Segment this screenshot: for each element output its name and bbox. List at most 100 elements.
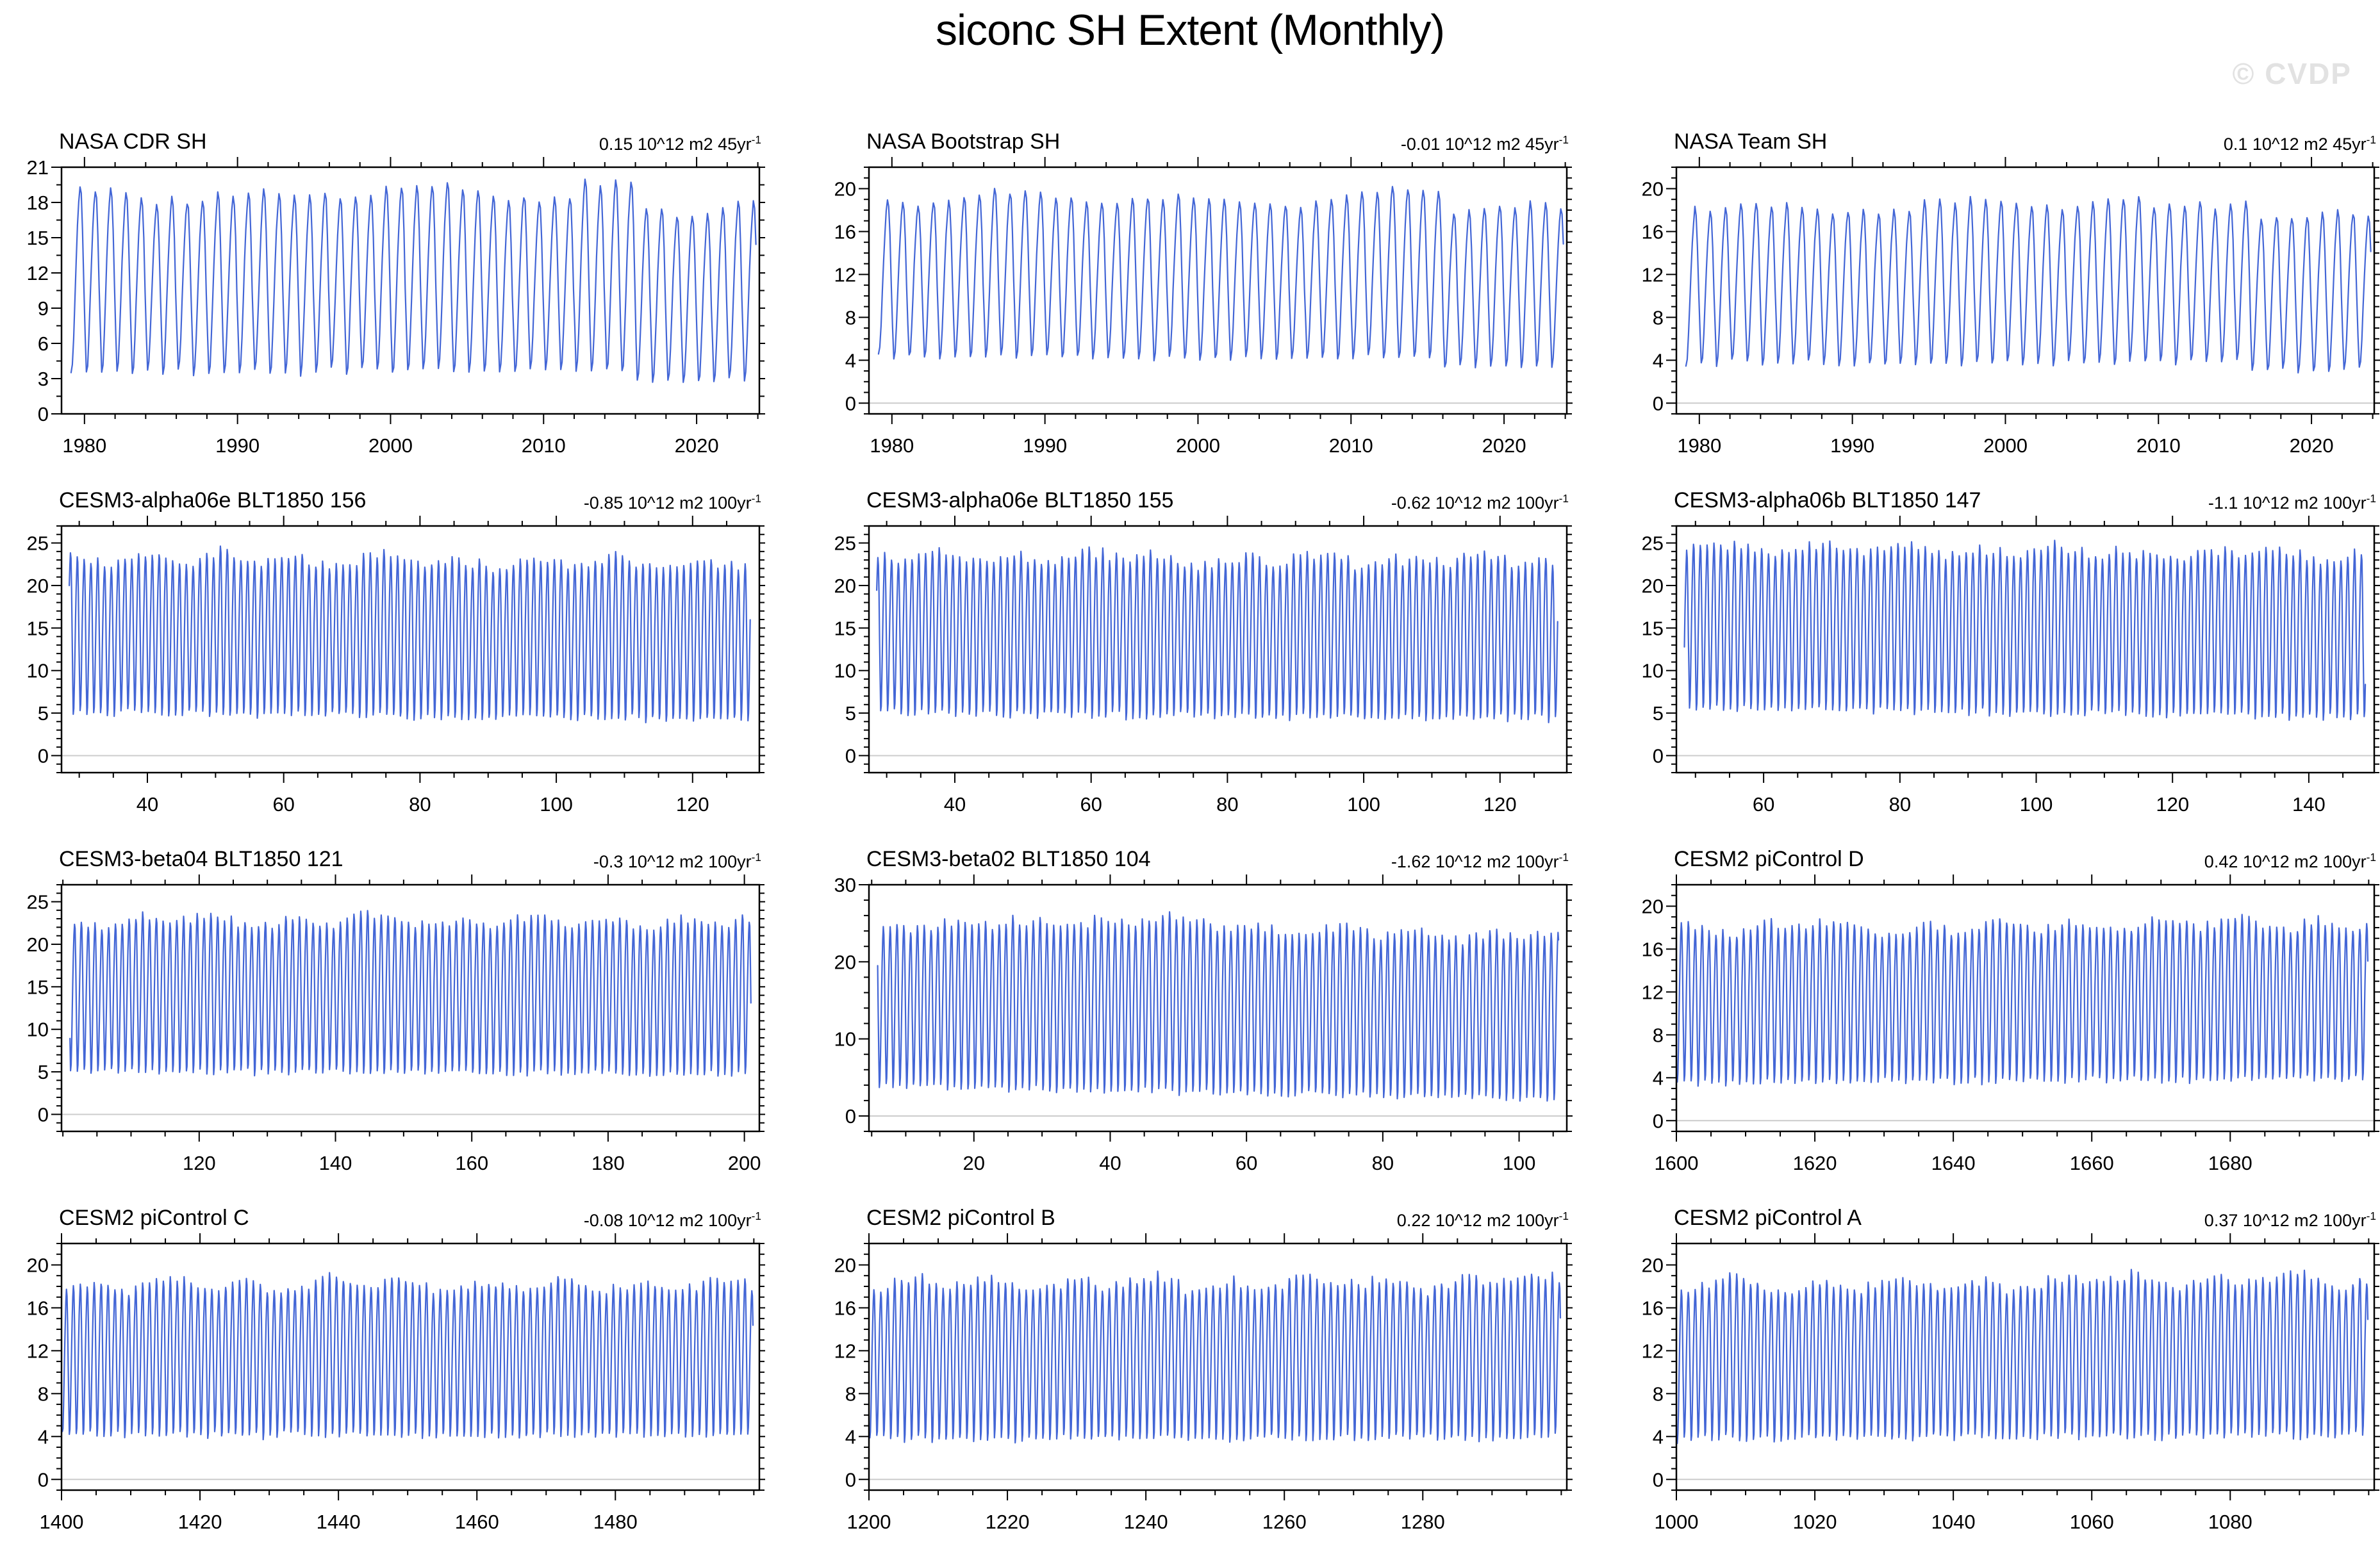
trend-exponent: -1 <box>751 492 761 505</box>
plot-frame <box>1675 883 2376 1133</box>
trend-value-text: -1.62 10^12 m2 100yr <box>1391 852 1559 871</box>
panel-header: CESM2 piControl D 0.42 10^12 m2 100yr-1 <box>1634 836 2380 874</box>
y-axis-tick-label: 16 <box>1642 938 1664 960</box>
x-axis-tick-label: 1990 <box>1830 434 1874 457</box>
x-axis-tick-label: 120 <box>1483 793 1517 816</box>
y-axis-tick-label: 5 <box>1653 702 1664 725</box>
panel-header: CESM3-beta04 BLT1850 121 -0.3 10^12 m2 10… <box>19 836 765 874</box>
plot-frame <box>60 1242 761 1491</box>
trend-exponent: -1 <box>2366 1210 2376 1222</box>
y-axis-tick-label: 10 <box>27 660 49 682</box>
data-series-line <box>1676 1268 2369 1445</box>
y-axis-tick-label: 20 <box>27 575 49 597</box>
data-series-line <box>62 1272 754 1441</box>
x-axis-tick-label: 1990 <box>1023 434 1067 457</box>
trend-exponent: -1 <box>2366 492 2376 505</box>
panel-header: CESM3-alpha06e BLT1850 155 -0.62 10^12 m2… <box>827 477 1573 516</box>
x-axis-tick-label: 140 <box>2292 793 2326 816</box>
panel-title: NASA Bootstrap SH <box>866 129 1061 154</box>
y-axis-tick-label: 0 <box>845 392 856 414</box>
panel-trend-label: 0.42 10^12 m2 100yr-1 <box>2204 851 2376 872</box>
panel-title: CESM2 piControl C <box>59 1206 249 1230</box>
axis-ticks <box>859 516 1573 783</box>
data-series-line <box>69 910 752 1077</box>
x-axis-tick-label: 1240 <box>1124 1511 1168 1533</box>
chart-panel: CESM3-beta04 BLT1850 121 -0.3 10^12 m2 10… <box>19 836 765 1192</box>
x-axis-tick-label: 120 <box>2156 793 2189 816</box>
y-axis-tick-label: 4 <box>1653 1067 1664 1089</box>
x-axis-tick-label: 2020 <box>675 434 719 457</box>
y-axis-tick-label: 5 <box>38 1061 49 1083</box>
x-axis-tick-label: 120 <box>183 1152 216 1174</box>
trend-value-text: 0.15 10^12 m2 45yr <box>599 135 752 154</box>
panel-header: NASA Bootstrap SH -0.01 10^12 m2 45yr-1 <box>827 119 1573 157</box>
plot-frame <box>1675 166 2376 415</box>
chart-panel: NASA Bootstrap SH -0.01 10^12 m2 45yr-1 19… <box>827 119 1573 475</box>
plot-frame <box>60 883 761 1133</box>
y-axis-tick-label: 5 <box>845 702 856 725</box>
x-axis-tick-label: 1680 <box>2208 1152 2252 1174</box>
panel-header: CESM2 piControl A 0.37 10^12 m2 100yr-1 <box>1634 1195 2380 1233</box>
trend-exponent: -1 <box>751 851 761 864</box>
x-axis-tick-label: 1000 <box>1655 1511 1699 1533</box>
x-axis-tick-label: 1260 <box>1262 1511 1307 1533</box>
trend-value-text: -0.62 10^12 m2 100yr <box>1391 493 1559 513</box>
trend-exponent: -1 <box>1558 492 1569 505</box>
axis-ticks <box>859 157 1573 424</box>
y-axis-tick-label: 18 <box>27 192 49 214</box>
x-axis-tick-label: 100 <box>2020 793 2053 816</box>
data-series-line <box>70 178 757 383</box>
y-axis-tick-label: 3 <box>38 368 49 390</box>
y-axis-tick-label: 0 <box>845 1468 856 1491</box>
data-series-line <box>1683 539 2367 721</box>
panel-title: CESM2 piControl B <box>866 1206 1055 1230</box>
trend-value-text: -1.1 10^12 m2 100yr <box>2208 493 2367 513</box>
panel-trend-label: -0.62 10^12 m2 100yr-1 <box>1391 492 1569 513</box>
y-axis-tick-label: 16 <box>27 1297 49 1319</box>
x-axis-tick-label: 60 <box>1235 1152 1257 1174</box>
plot-frame <box>1675 1242 2376 1491</box>
x-axis-tick-label: 100 <box>1503 1152 1536 1174</box>
y-axis-tick-label: 12 <box>834 1340 856 1362</box>
plot-frame <box>868 883 1568 1133</box>
chart-panel: CESM2 piControl A 0.37 10^12 m2 100yr-1 10… <box>1634 1195 2380 1551</box>
x-axis-tick-label: 40 <box>944 793 966 816</box>
panel-trend-label: 0.37 10^12 m2 100yr-1 <box>2204 1210 2376 1231</box>
y-axis-tick-label: 20 <box>834 1254 856 1276</box>
plot-frame <box>1675 525 2376 774</box>
y-axis-tick-label: 0 <box>845 744 856 767</box>
plot-frame <box>868 166 1568 415</box>
x-axis-tick-label: 80 <box>1216 793 1238 816</box>
trend-value-text: -0.85 10^12 m2 100yr <box>583 493 752 513</box>
y-axis-tick-label: 4 <box>38 1425 49 1448</box>
y-axis-tick-label: 9 <box>38 297 49 320</box>
plot-frame <box>60 166 761 415</box>
x-axis-tick-label: 200 <box>728 1152 761 1174</box>
y-axis-tick-label: 20 <box>834 575 856 597</box>
panel-header: NASA CDR SH 0.15 10^12 m2 45yr-1 <box>19 119 765 157</box>
trend-value-text: -0.01 10^12 m2 45yr <box>1400 135 1559 154</box>
chart-plot: 1400 1420 1440 1460 1480 0 4 8 12 16 20 <box>27 1233 765 1533</box>
x-axis-tick-label: 1440 <box>317 1511 361 1533</box>
chart-plot: 40 60 80 100 120 0 5 10 15 20 25 <box>834 516 1573 816</box>
panel-title: CESM3-alpha06b BLT1850 147 <box>1674 488 1981 513</box>
y-axis-tick-label: 12 <box>1642 1340 1664 1362</box>
x-axis-tick-label: 1200 <box>847 1511 891 1533</box>
x-axis-tick-label: 1280 <box>1401 1511 1445 1533</box>
trend-exponent: -1 <box>751 1210 761 1222</box>
chart-plot: 1980 1990 2000 2010 2020 0 4 8 12 16 20 <box>1642 157 2380 457</box>
x-axis-tick-label: 100 <box>1347 793 1380 816</box>
x-axis-tick-label: 180 <box>591 1152 625 1174</box>
y-axis-tick-label: 15 <box>27 227 49 249</box>
chart-panel: CESM2 piControl D 0.42 10^12 m2 100yr-1 16… <box>1634 836 2380 1192</box>
y-axis-tick-label: 20 <box>27 933 49 956</box>
x-axis-tick-label: 20 <box>963 1152 985 1174</box>
y-axis-tick-label: 4 <box>1653 349 1664 372</box>
x-axis-tick-label: 1640 <box>1931 1152 1976 1174</box>
y-axis-tick-label: 0 <box>1653 1468 1664 1491</box>
trend-exponent: -1 <box>1558 1210 1569 1222</box>
data-series-line <box>877 186 1564 369</box>
x-axis-tick-label: 120 <box>676 793 709 816</box>
